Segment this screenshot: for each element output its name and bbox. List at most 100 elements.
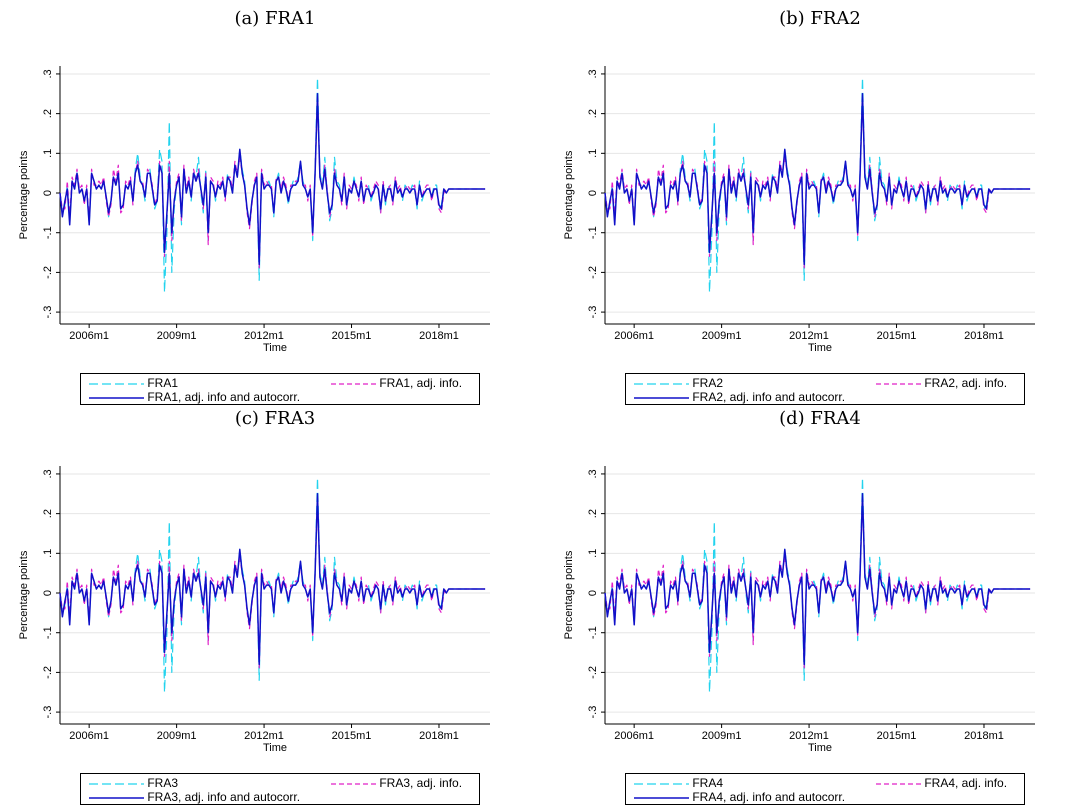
y-tick-label: 0 <box>42 190 54 196</box>
series-line-3 <box>604 93 1031 266</box>
x-tick-label: 2006m1 <box>69 730 109 742</box>
y-tick-label: -.2 <box>42 266 54 279</box>
legend-label: FRA4 <box>692 776 724 790</box>
x-tick-label: 2018m1 <box>964 730 1004 742</box>
x-tick-label: 2009m1 <box>702 730 742 742</box>
y-tick-label: -.3 <box>42 306 54 319</box>
y-tick-label: -.3 <box>587 306 599 319</box>
panel-title: (a) FRA1 <box>234 8 316 29</box>
x-tick-label: 2009m1 <box>702 330 742 342</box>
y-tick-label: .3 <box>42 469 54 478</box>
legend-item-series-3: FRA1, adj. info and autocorr. <box>89 391 300 404</box>
x-tick-label: 2012m1 <box>244 730 284 742</box>
y-tick-label: .1 <box>42 149 54 158</box>
legend-item-series-1: FRA2 <box>634 377 723 390</box>
x-axis-label: Time <box>263 742 287 754</box>
y-tick-label: .1 <box>587 549 599 558</box>
series-line-3 <box>604 493 1031 666</box>
series-line-1 <box>59 477 486 693</box>
chart-panel-fra1: (a) FRA1 -.3 -.2 -.1 0 .1 .2 .3 2006m1 2009m1 201… <box>15 8 535 408</box>
y-tick-label: .2 <box>42 109 54 118</box>
legend-item-series-3: FRA3, adj. info and autocorr. <box>89 791 300 804</box>
series-line-1 <box>604 77 1031 293</box>
x-tick-label: 2018m1 <box>964 330 1004 342</box>
legend-label: FRA2, adj. info and autocorr. <box>692 390 846 404</box>
y-tick-label: .1 <box>42 549 54 558</box>
y-tick-label: -.1 <box>42 226 54 239</box>
x-tick-label: 2006m1 <box>69 330 109 342</box>
y-tick-label: 0 <box>42 590 54 596</box>
chart-panel-fra4: (d) FRA4 -.3 -.2 -.1 0 .1 .2 .3 2006m1 2009m1 201… <box>560 408 1080 808</box>
y-tick-label: -.1 <box>587 626 599 639</box>
series-line-2 <box>59 497 486 669</box>
legend-item-series-1: FRA1 <box>89 377 178 390</box>
y-tick-label: .2 <box>42 509 54 518</box>
x-tick-label: 2015m1 <box>877 330 917 342</box>
x-tick-label: 2018m1 <box>419 330 459 342</box>
x-tick-label: 2018m1 <box>419 730 459 742</box>
series-line-2 <box>59 97 486 269</box>
legend: FRA3 FRA3, adj. info. FRA3, adj. info an… <box>80 773 480 805</box>
panel-title: (d) FRA4 <box>779 408 861 429</box>
legend-label: FRA3, adj. info. <box>379 776 463 790</box>
series-line-3 <box>59 93 486 266</box>
legend-item-series-2: FRA1, adj. info. <box>331 377 462 390</box>
x-tick-label: 2015m1 <box>332 330 372 342</box>
series-line-1 <box>604 477 1031 693</box>
x-tick-label: 2006m1 <box>614 730 654 742</box>
y-tick-label: .2 <box>587 509 599 518</box>
legend-label: FRA2, adj. info. <box>924 376 1008 390</box>
legend-item-series-1: FRA4 <box>634 777 723 790</box>
legend-label: FRA4, adj. info. <box>924 776 1008 790</box>
series-line-2 <box>604 497 1031 669</box>
series-line-3 <box>59 493 486 666</box>
y-tick-label: 0 <box>587 590 599 596</box>
legend-item-series-1: FRA3 <box>89 777 178 790</box>
series-line-1 <box>59 77 486 293</box>
y-tick-label: -.2 <box>587 666 599 679</box>
y-tick-label: -.3 <box>587 706 599 719</box>
panel-title: (c) FRA3 <box>234 408 316 429</box>
y-tick-label: .2 <box>587 109 599 118</box>
y-tick-label: .3 <box>587 69 599 78</box>
y-tick-label: .3 <box>587 469 599 478</box>
legend-label: FRA3, adj. info and autocorr. <box>147 790 301 804</box>
y-tick-label: 0 <box>587 190 599 196</box>
line-chart: -.3 -.2 -.1 0 .1 .2 .3 2006m1 2009m1 2012m1 2015m1… <box>18 66 490 354</box>
series-line-2 <box>604 97 1031 269</box>
x-tick-label: 2012m1 <box>244 330 284 342</box>
legend-item-series-2: FRA2, adj. info. <box>876 377 1007 390</box>
y-tick-label: -.1 <box>587 226 599 239</box>
y-tick-label: .3 <box>42 69 54 78</box>
x-axis-label: Time <box>263 342 287 354</box>
legend-label: FRA2 <box>692 376 724 390</box>
x-axis-label: Time <box>808 742 832 754</box>
legend-item-series-3: FRA2, adj. info and autocorr. <box>634 391 845 404</box>
y-tick-label: -.2 <box>587 266 599 279</box>
y-axis-label: Percentage points <box>563 550 575 639</box>
y-axis-label: Percentage points <box>563 150 575 239</box>
x-tick-label: 2015m1 <box>332 730 372 742</box>
panel-title: (b) FRA2 <box>779 8 861 29</box>
legend: FRA2 FRA2, adj. info. FRA2, adj. info an… <box>625 373 1025 405</box>
x-tick-label: 2009m1 <box>157 330 197 342</box>
x-tick-label: 2006m1 <box>614 330 654 342</box>
x-tick-label: 2015m1 <box>877 730 917 742</box>
legend-item-series-2: FRA4, adj. info. <box>876 777 1007 790</box>
legend-item-series-2: FRA3, adj. info. <box>331 777 462 790</box>
y-tick-label: -.1 <box>42 626 54 639</box>
x-tick-label: 2009m1 <box>157 730 197 742</box>
y-axis-label: Percentage points <box>18 150 30 239</box>
line-chart: -.3 -.2 -.1 0 .1 .2 .3 2006m1 2009m1 2012m1 2015m1… <box>18 466 490 754</box>
line-chart: -.3 -.2 -.1 0 .1 .2 .3 2006m1 2009m1 2012m1 2015m1… <box>563 66 1035 354</box>
legend-label: FRA4, adj. info and autocorr. <box>692 790 846 804</box>
x-tick-label: 2012m1 <box>789 730 829 742</box>
y-tick-label: -.2 <box>42 666 54 679</box>
x-axis-label: Time <box>808 342 832 354</box>
legend-label: FRA1, adj. info. <box>379 376 463 390</box>
y-tick-label: -.3 <box>42 706 54 719</box>
legend-label: FRA3 <box>147 776 179 790</box>
legend-label: FRA1, adj. info and autocorr. <box>147 390 301 404</box>
y-tick-label: .1 <box>587 149 599 158</box>
legend: FRA4 FRA4, adj. info. FRA4, adj. info an… <box>625 773 1025 805</box>
